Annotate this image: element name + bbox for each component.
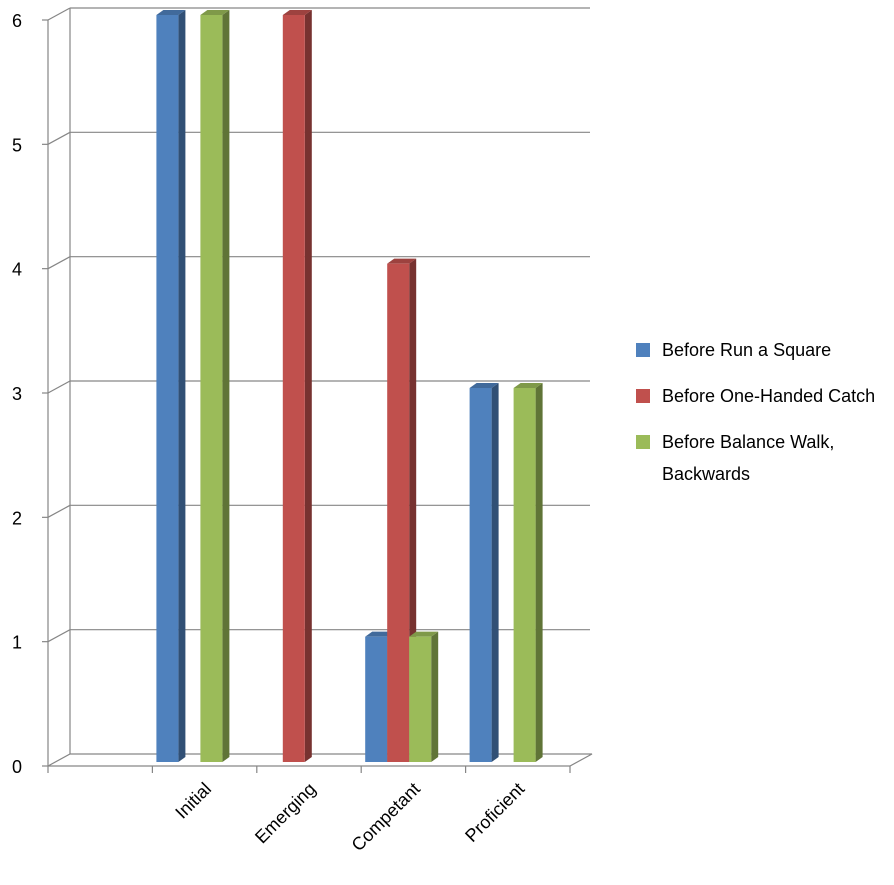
y-tick-label-0: 0 xyxy=(12,757,22,777)
legend-label-series-2: Before One-Handed Catch xyxy=(662,386,876,406)
gridline-side-4 xyxy=(47,256,71,270)
legend-swatch-series-2 xyxy=(636,389,650,403)
y-tick-label-6: 6 xyxy=(12,11,22,31)
bar-top xyxy=(365,631,395,637)
bar-3-proficient xyxy=(513,383,543,762)
bar-front xyxy=(365,636,388,762)
bar-side xyxy=(535,383,543,762)
legend-item-series-2: Before One-Handed Catch xyxy=(636,380,886,412)
legend-label-series-1: Before Run a Square xyxy=(662,340,832,360)
bars xyxy=(156,10,543,762)
bar-front xyxy=(513,388,536,762)
bar-side xyxy=(222,10,230,762)
bar-top xyxy=(200,10,230,15)
gridline-side-6 xyxy=(47,7,71,21)
y-tick-label-1: 1 xyxy=(12,633,22,653)
chart-walls xyxy=(47,8,593,767)
y-tick-label-3: 3 xyxy=(12,384,22,404)
bar-top xyxy=(469,383,499,388)
legend-label-series-3: Before Balance Walk, Backwards xyxy=(662,432,835,484)
gridlines xyxy=(47,7,590,643)
y-tick-label-4: 4 xyxy=(12,260,22,280)
bar-top xyxy=(409,631,439,637)
legend: Before Run a Square Before One-Handed Ca… xyxy=(636,334,886,504)
bar-top xyxy=(387,258,417,264)
bar-side xyxy=(431,631,439,762)
bar-2-emerging xyxy=(282,10,312,762)
bar-top xyxy=(282,10,312,15)
gridline-side-2 xyxy=(47,504,71,518)
bar-front xyxy=(156,15,179,762)
gridline-side-5 xyxy=(47,131,71,145)
bar-1-proficient xyxy=(469,383,499,762)
x-tick-label-initial: Initial xyxy=(171,779,215,823)
legend-swatch-series-3 xyxy=(636,435,650,449)
gridline-side-1 xyxy=(47,629,71,643)
bar-top xyxy=(156,10,186,15)
bar-front xyxy=(200,15,223,762)
bar-side xyxy=(304,10,312,762)
bar-front xyxy=(409,636,432,762)
x-tick-label-emerging: Emerging xyxy=(251,779,320,848)
legend-item-series-3: Before Balance Walk, Backwards xyxy=(636,426,886,490)
y-tick-label-2: 2 xyxy=(12,508,22,528)
legend-item-series-1: Before Run a Square xyxy=(636,334,886,366)
bar-1-initial xyxy=(156,10,186,762)
legend-swatch-series-1 xyxy=(636,343,650,357)
y-axis-tick-labels: 0 1 2 3 4 5 6 xyxy=(12,11,22,777)
y-tick-label-5: 5 xyxy=(12,135,22,155)
x-tick-label-competant: Competant xyxy=(348,779,424,855)
x-axis-tick-labels: Initial Emerging Competant Proficient xyxy=(171,779,528,855)
bar-front xyxy=(282,15,305,762)
bar-side xyxy=(491,383,499,762)
bar-3-initial xyxy=(200,10,230,762)
gridline-side-3 xyxy=(47,380,71,394)
bar-front xyxy=(387,263,410,762)
chart-floor xyxy=(47,753,593,767)
axes xyxy=(42,19,571,773)
x-tick-label-proficient: Proficient xyxy=(461,779,528,846)
bar-front xyxy=(469,388,492,762)
bar-3-competant xyxy=(409,631,439,762)
bar-top xyxy=(513,383,543,388)
bar-side xyxy=(178,10,186,762)
